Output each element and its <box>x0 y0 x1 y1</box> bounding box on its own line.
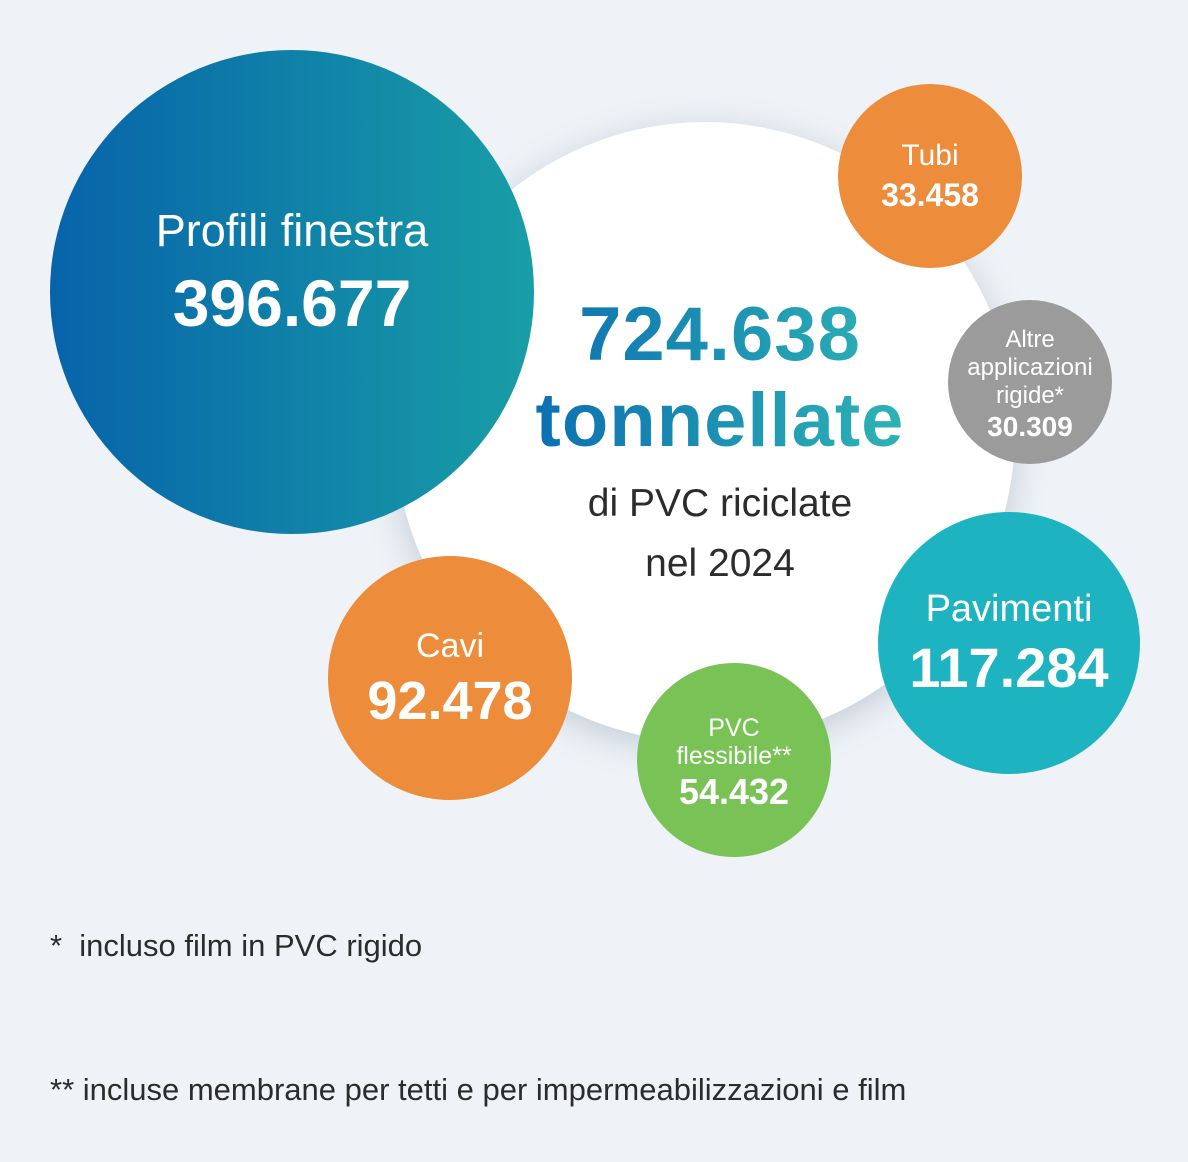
total-subtitle-line2: nel 2024 <box>645 542 795 585</box>
total-value: 724.638 <box>520 292 920 378</box>
bubble-cavi: Cavi 92.478 <box>328 556 572 800</box>
footnote-rigid: * incluso film in PVC rigido <box>50 928 423 963</box>
footnotes: * incluso film in PVC rigido ** incluse … <box>50 826 906 1162</box>
bubble-label: Profili finestra <box>155 205 429 256</box>
bubble-altre-applicazioni-rigide: Altre applicazioni rigide* 30.309 <box>948 300 1112 464</box>
bubble-label: Cavi <box>415 627 485 665</box>
bubble-value: 54.432 <box>678 771 790 812</box>
bubble-label-line2: flessibile** <box>676 742 792 770</box>
bubble-profili-finestra: Profili finestra 396.677 <box>50 50 534 534</box>
footnote-flexible: ** incluse membrane per tetti e per impe… <box>50 1072 907 1107</box>
total-subtitle-line1: di PVC riciclate <box>587 482 853 525</box>
bubble-pavimenti: Pavimenti 117.284 <box>878 512 1140 774</box>
bubble-value: 117.284 <box>909 636 1109 699</box>
bubble-value: 396.677 <box>172 266 412 340</box>
bubble-label-line3: rigide* <box>995 382 1065 409</box>
bubble-label-line1: PVC <box>708 714 760 742</box>
total-unit: tonnellate <box>520 378 920 464</box>
bubble-value: 30.309 <box>987 411 1073 442</box>
bubble-label: Tubi <box>901 139 959 172</box>
bubble-value: 33.458 <box>881 177 979 213</box>
bubble-label-line2: applicazioni <box>967 354 1093 381</box>
bubble-value: 92.478 <box>367 671 533 731</box>
bubble-label-line1: Altre <box>1005 326 1055 353</box>
bubble-pvc-flessibile: PVC flessibile** 54.432 <box>637 663 831 857</box>
total-label: 724.638 tonnellate di PVC riciclate nel … <box>520 292 920 594</box>
bubble-tubi: Tubi 33.458 <box>838 84 1022 268</box>
bubble-label: Pavimenti <box>925 588 1093 630</box>
